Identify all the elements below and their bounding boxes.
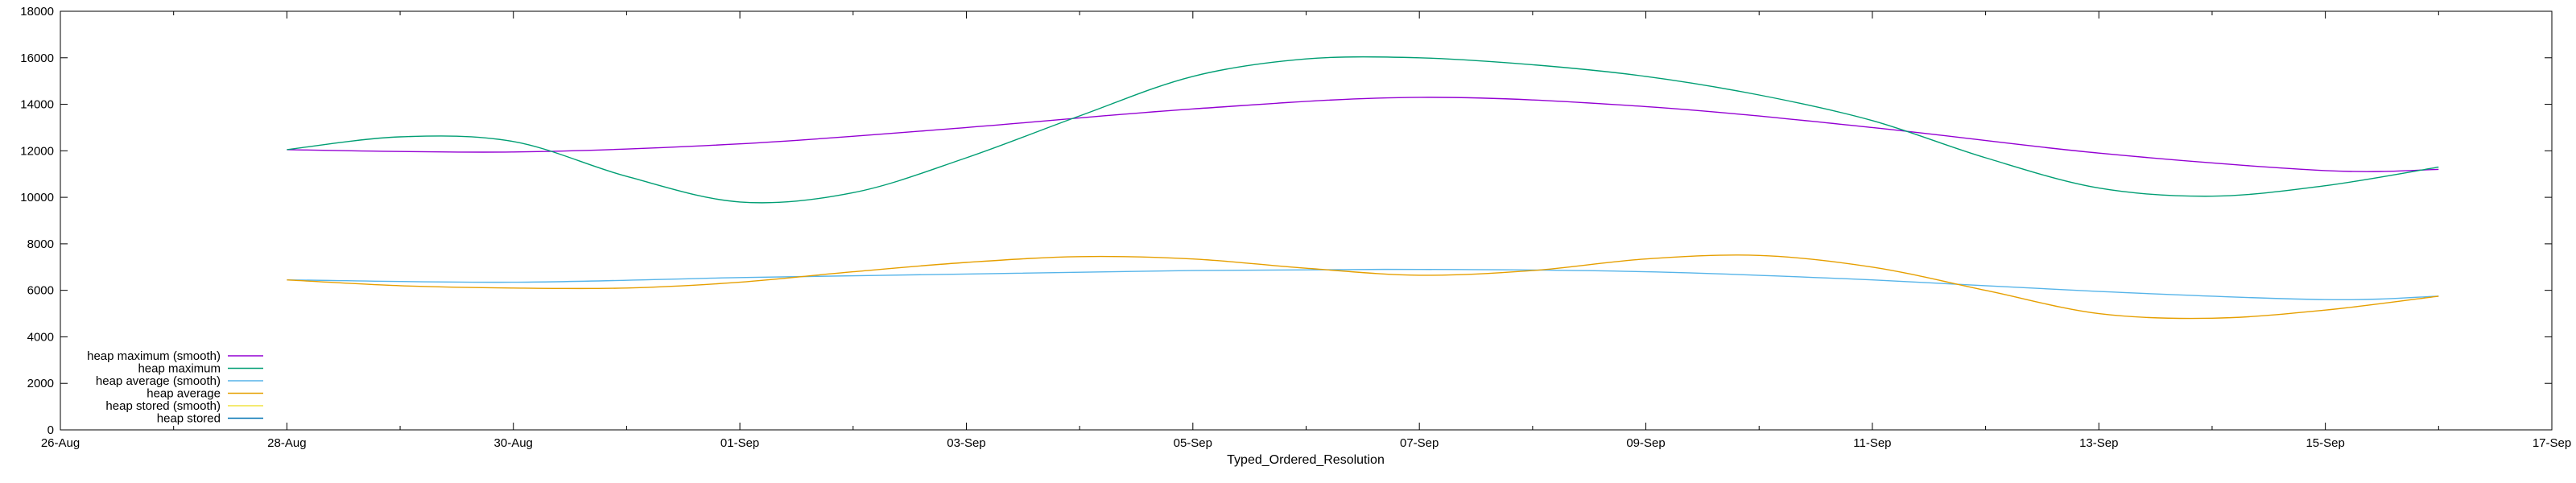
legend-label: heap average (smooth): [96, 374, 221, 388]
x-tick-label: 30-Aug: [494, 436, 533, 450]
legend-label: heap stored: [157, 412, 221, 426]
legend-label: heap maximum: [138, 362, 221, 376]
series-group: [287, 56, 2439, 320]
x-tick-label: 01-Sep: [720, 436, 759, 450]
y-tick-label: 14000: [20, 98, 54, 112]
series-line-heap-maximum: [287, 56, 2439, 204]
y-tick-label: 16000: [20, 52, 54, 65]
legend-label: heap average: [147, 387, 221, 401]
legend-label: heap maximum (smooth): [87, 349, 221, 363]
y-tick-label: 12000: [20, 144, 54, 158]
x-axis: 26-Aug 28-Aug 30-Aug 01-Sep 03-Sep 05-Sep 07-S…: [41, 11, 2571, 450]
series-line-heap-maximum-smooth: [287, 97, 2439, 172]
x-tick-label: 05-Sep: [1174, 436, 1212, 450]
y-tick-label: 18000: [20, 5, 54, 19]
x-tick-label: 11-Sep: [1853, 436, 1891, 450]
x-tick-label: 28-Aug: [267, 436, 306, 450]
y-tick-label: 6000: [27, 284, 54, 298]
x-tick-label: 17-Sep: [2533, 436, 2571, 450]
y-tick-label: 2000: [27, 377, 54, 390]
plot-frame: [60, 10, 2553, 431]
x-axis-title: Typed_Ordered_Resolution: [1227, 453, 1385, 467]
series-line-heap-average: [287, 254, 2439, 320]
series-line-heap-average-smooth: [287, 268, 2439, 301]
x-tick-label: 03-Sep: [947, 436, 985, 450]
y-tick-label: 4000: [27, 330, 54, 344]
x-tick-label: 09-Sep: [1626, 436, 1665, 450]
x-tick-label: 07-Sep: [1400, 436, 1439, 450]
legend-label: heap stored (smooth): [105, 399, 221, 413]
y-tick-label: 10000: [20, 191, 54, 204]
x-tick-label: 15-Sep: [2306, 436, 2344, 450]
x-tick-label: 13-Sep: [2079, 436, 2118, 450]
x-tick-label: 26-Aug: [41, 436, 80, 450]
y-tick-label: 8000: [27, 237, 54, 251]
y-tick-label: 0: [47, 423, 54, 437]
y-axis: 0 2000 4000 6000 8000 10000 12000 14000 16000 180…: [20, 5, 2552, 437]
